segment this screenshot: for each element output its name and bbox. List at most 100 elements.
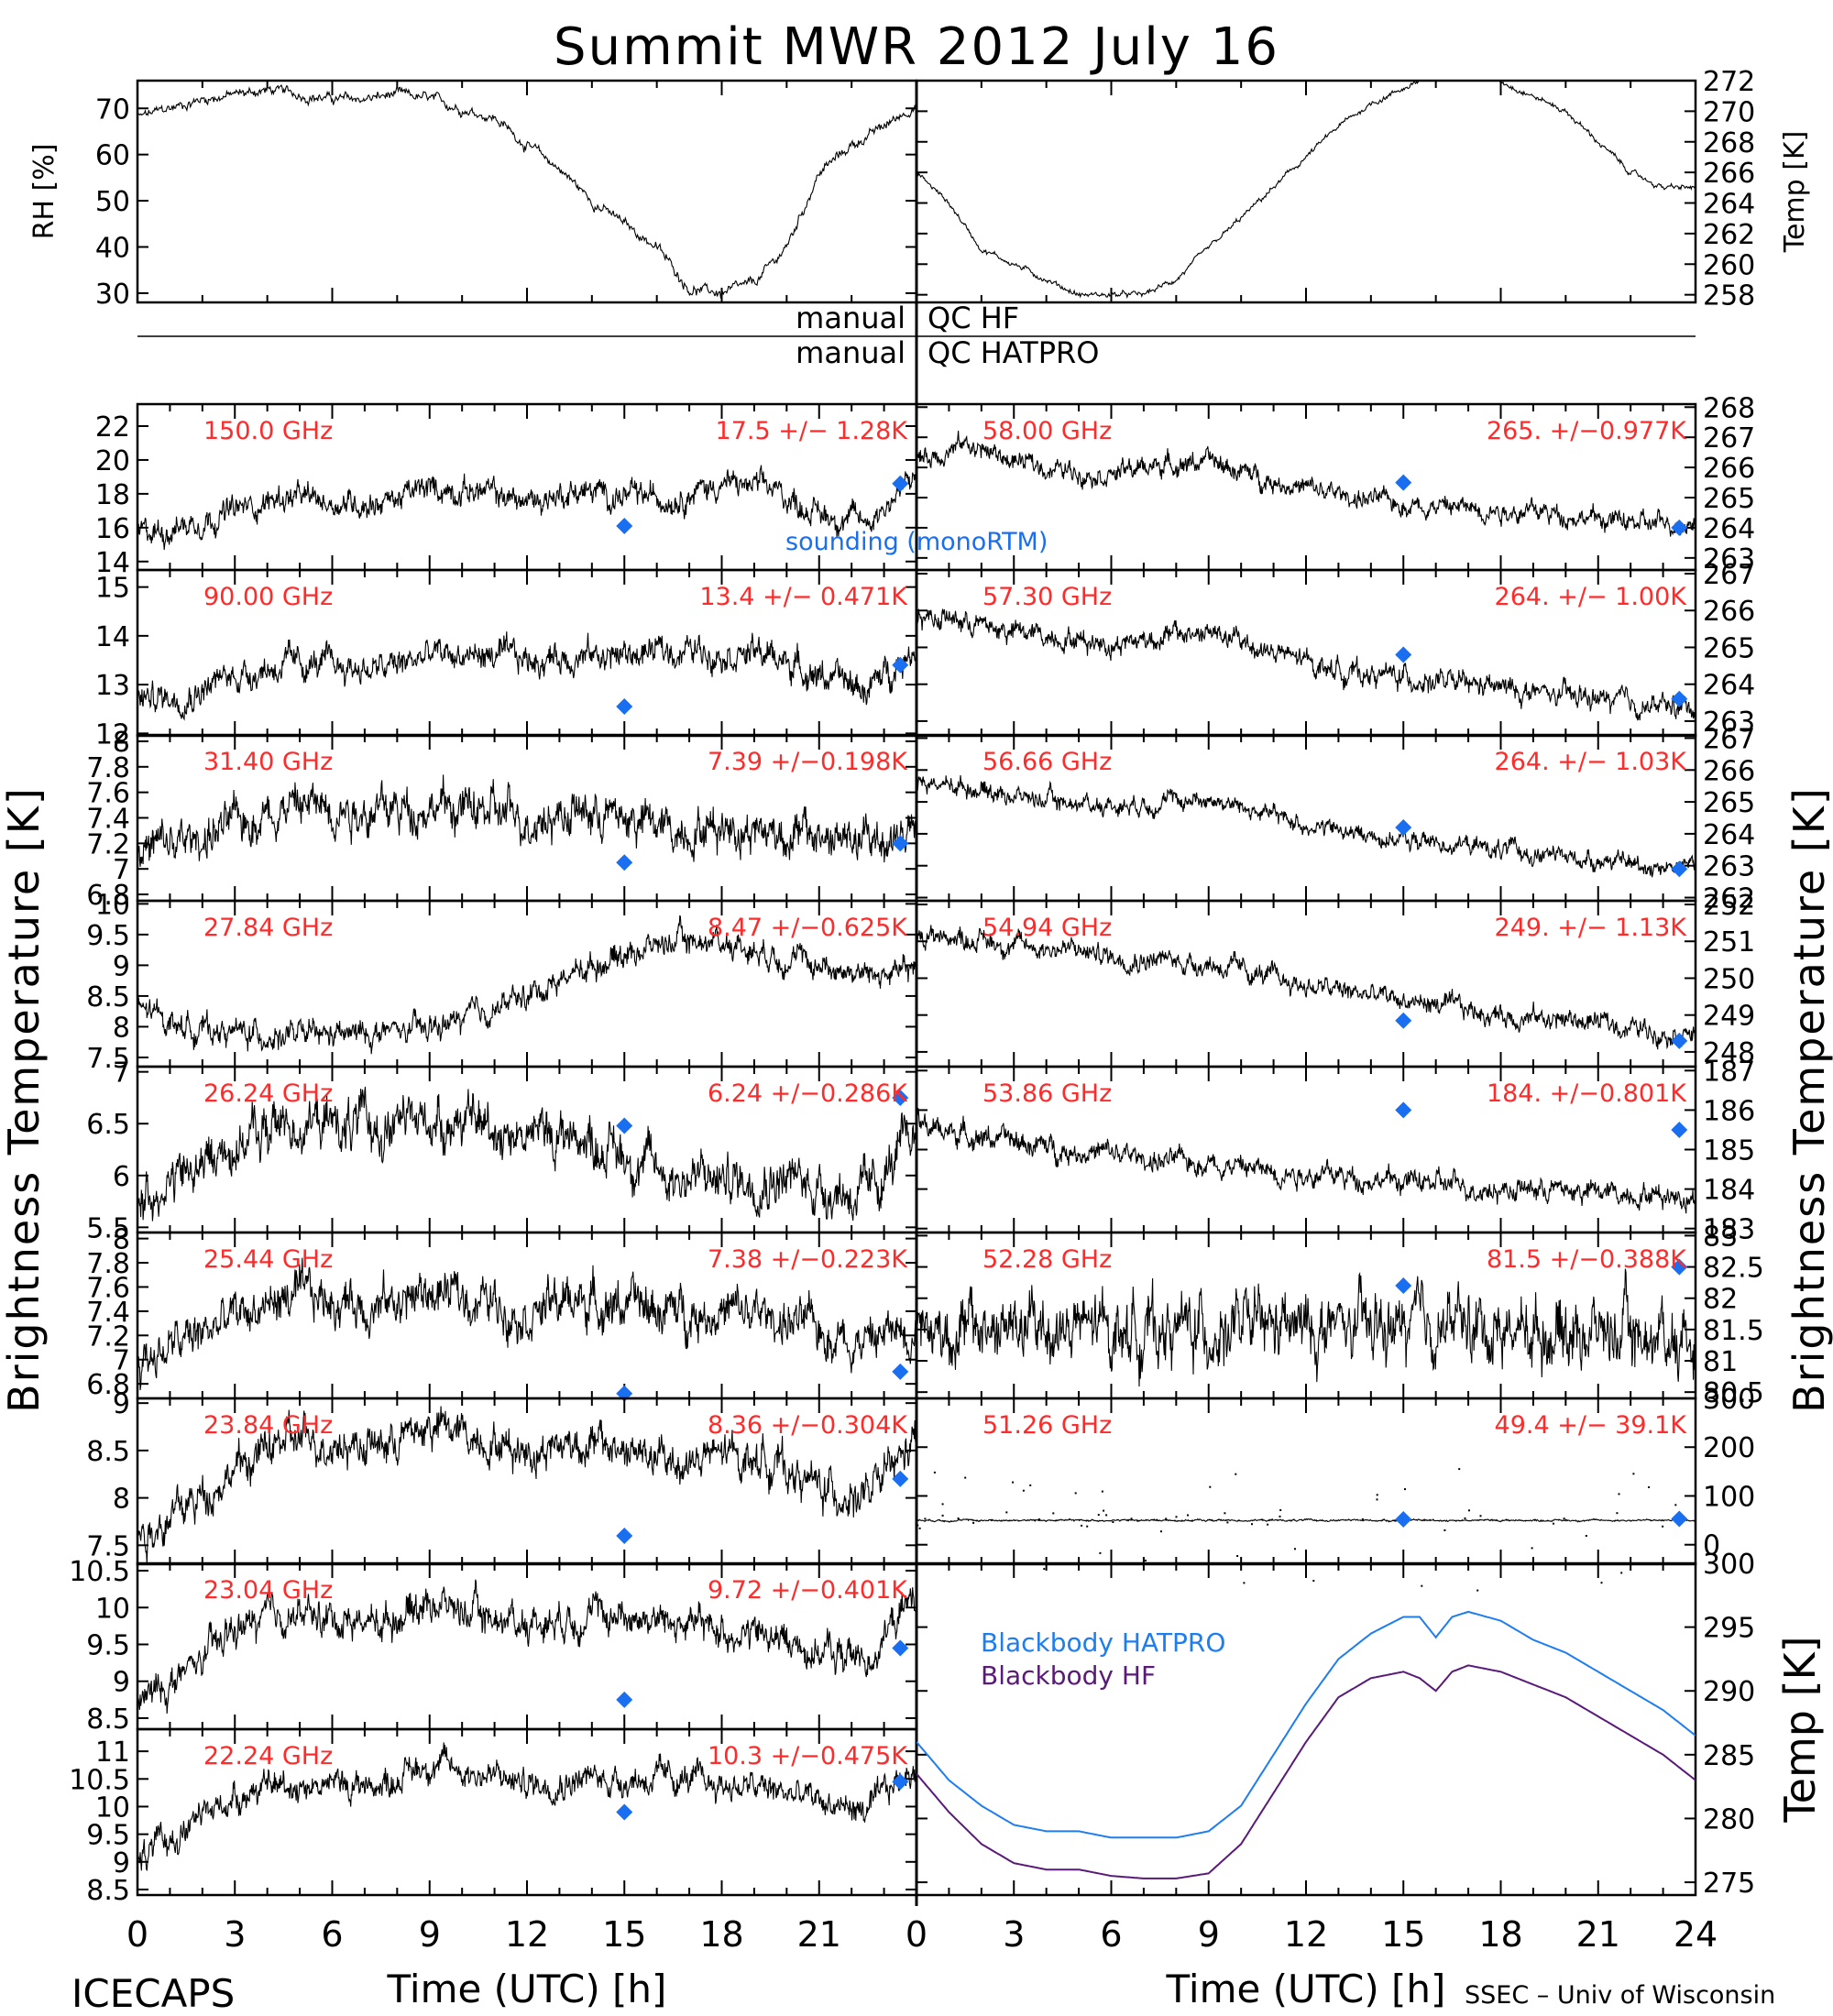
qc-hatpro-right-label: QC HATPRO	[927, 335, 1099, 370]
right-ylabel: Brightness Temperature [K]	[1784, 786, 1833, 1413]
sounding-point	[892, 1470, 909, 1487]
channel-stats: 8.47 +/−0.625K	[708, 914, 908, 942]
ytick-label: 265	[1703, 632, 1755, 664]
sounding-point	[616, 517, 633, 534]
outlier-point	[1029, 1484, 1032, 1486]
sounding-point	[892, 1773, 909, 1791]
ytick-label: 8	[113, 1484, 130, 1516]
xtick-label: 0	[126, 1914, 148, 1955]
outlier-point	[1585, 1535, 1587, 1537]
xtick-label: 15	[602, 1914, 646, 1955]
ytick-label: 13	[95, 670, 130, 702]
outlier-point	[1251, 1523, 1253, 1526]
outlier-point	[991, 1518, 993, 1521]
series-line-ch2384	[137, 1406, 916, 1564]
outlier-point	[1632, 1473, 1635, 1475]
panel-blackbody: 275 280 285 290 295 300 Blackbody HATPROBlackb…	[915, 1549, 1825, 1900]
sounding-point	[892, 475, 909, 492]
ytick-label: 5.5	[86, 1212, 130, 1244]
panel-labels-ch5126: 51.26 GHz 49.4 +/− 39.1K	[982, 1411, 1687, 1440]
ytick-label: 7.6	[86, 778, 130, 810]
qc-hf-left-label: manual	[796, 301, 906, 335]
outlier-point	[1130, 1517, 1133, 1520]
ytick-label: 258	[1703, 280, 1755, 312]
channel-label: 23.04 GHz	[203, 1576, 333, 1605]
ytick-label: 10	[95, 1791, 130, 1824]
outlier-point	[1022, 1489, 1025, 1492]
series-line-ch2784	[137, 915, 916, 1055]
ytick-label: 8.5	[86, 1436, 130, 1468]
channel-stats: 7.39 +/−0.198K	[708, 748, 908, 776]
ytick-label: 265	[1703, 483, 1755, 515]
series-line-ch5386	[916, 1108, 1696, 1214]
legend-entry-hatpro: Blackbody HATPRO	[981, 1627, 1225, 1658]
ytick-label: 30	[95, 279, 130, 311]
channel-label: 31.40 GHz	[203, 748, 333, 776]
xtick-label: 21	[1576, 1914, 1620, 1955]
outlier-point	[1421, 1584, 1423, 1587]
sounding-point	[616, 1117, 633, 1134]
panel-labels-ch150: 150.0 GHz 17.5 +/− 1.28K	[203, 417, 908, 445]
xtick-label: 24	[1674, 1914, 1718, 1955]
xtick-label: 9	[1198, 1914, 1220, 1955]
channel-label: 56.66 GHz	[982, 748, 1112, 776]
outlier-point	[924, 1517, 927, 1520]
ytick-label: 14	[95, 621, 130, 653]
xtick-label: 0	[906, 1914, 927, 1955]
outlier-point	[1081, 1524, 1083, 1527]
outlier-point	[1112, 1521, 1114, 1523]
ytick-label: 22	[95, 411, 130, 444]
outlier-point	[1458, 1468, 1461, 1471]
ytick-label: 80.5	[1703, 1377, 1764, 1409]
ytick-label: 9	[113, 1667, 130, 1699]
outlier-point	[1674, 1504, 1677, 1507]
series-line-ch2224	[137, 1742, 916, 1872]
sounding-point	[1395, 1277, 1412, 1295]
outlier-point	[1279, 1509, 1282, 1511]
ytick-label: 20	[95, 445, 130, 477]
ytick-label: 250	[1703, 963, 1755, 995]
ytick-label: 7.2	[86, 828, 130, 860]
outlier-point	[1043, 1568, 1046, 1571]
outlier-point	[1404, 1488, 1406, 1491]
panel-ch5386: 183 184 185 186 187	[915, 1056, 1755, 1246]
outlier-point	[1144, 1560, 1147, 1561]
outlier-point	[964, 1476, 967, 1479]
qc-hatpro-left-label: manual	[796, 335, 906, 370]
ytick-label: 265	[1703, 787, 1755, 819]
series-line-ch5730	[916, 608, 1696, 721]
xlabel-left: Time (UTC) [h]	[387, 1967, 667, 2011]
panel-frame	[915, 79, 1697, 304]
sounding-point	[616, 1691, 633, 1708]
ytick-label: 8.5	[86, 1875, 130, 1907]
outlier-point	[1361, 1517, 1364, 1520]
ytick-label: 266	[1703, 158, 1755, 190]
ytick-label: 187	[1703, 1056, 1755, 1088]
panel-labels-ch2544: 25.44 GHz 7.38 +/−0.223K	[203, 1245, 908, 1274]
channel-label: 26.24 GHz	[203, 1079, 333, 1108]
series-line-ch2624	[137, 1086, 916, 1222]
ytick-label: 82.5	[1703, 1253, 1764, 1285]
outlier-point	[1187, 1514, 1189, 1517]
channel-stats: 8.36 +/−0.304K	[708, 1411, 908, 1440]
ytick-label: 285	[1703, 1740, 1755, 1772]
sounding-point	[1395, 1012, 1412, 1029]
outlier-point	[1101, 1490, 1103, 1493]
panel-labels-ch3140: 31.40 GHz 7.39 +/−0.198K	[203, 748, 908, 776]
ytick-label: 9.5	[86, 1820, 130, 1852]
left-ylabel: Brightness Temperature [K]	[0, 786, 49, 1413]
channel-stats: 49.4 +/− 39.1K	[1495, 1411, 1688, 1440]
channel-stats: 81.5 +/−0.388K	[1487, 1245, 1687, 1274]
ytick-label: 7.5	[86, 1043, 130, 1075]
ytick-label: 82	[1703, 1284, 1738, 1316]
series-line-ch2304	[137, 1579, 916, 1715]
ytick-label: 10	[95, 1593, 130, 1625]
channel-label: 58.00 GHz	[982, 417, 1112, 445]
sounding-point	[616, 1803, 633, 1821]
ytick-label: 267	[1703, 723, 1755, 755]
outlier-point	[1175, 1516, 1178, 1518]
channel-label: 53.86 GHz	[982, 1079, 1112, 1108]
channel-label: 27.84 GHz	[203, 914, 333, 942]
series-line-ch2544	[137, 1257, 916, 1391]
